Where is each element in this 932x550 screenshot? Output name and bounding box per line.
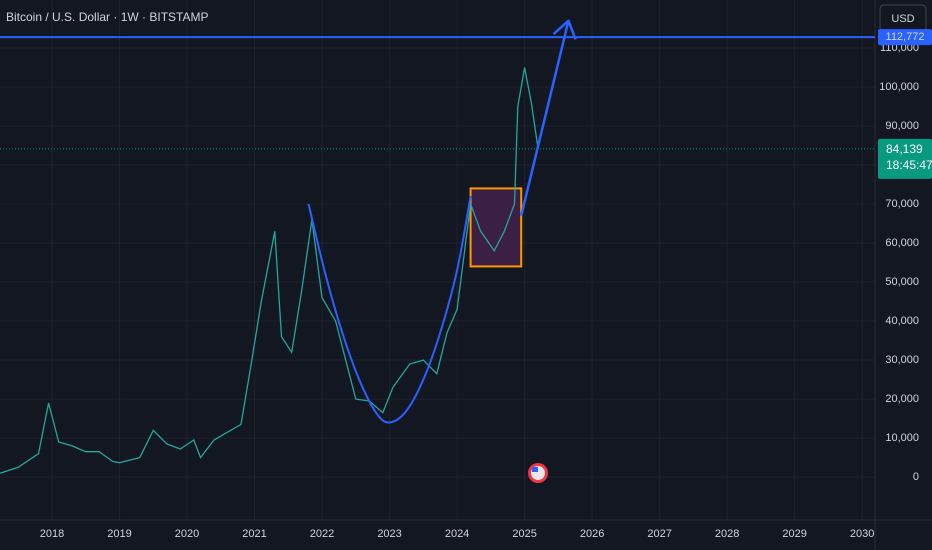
x-tick-label: 2020 [175,528,199,540]
last-price-label: 84,139 [886,142,923,156]
y-tick-label: 0 [913,471,919,483]
x-tick-label: 2019 [107,528,131,540]
y-tick-label: 40,000 [885,315,919,327]
x-tick-label: 2018 [40,528,64,540]
level-label: 112,772 [886,31,925,43]
x-tick-label: 2028 [715,528,739,540]
level-tag [878,29,932,46]
y-tick-label: 50,000 [885,276,919,288]
chart-title: Bitcoin / U.S. Dollar · 1W · BITSTAMP [6,10,208,24]
x-tick-label: 2023 [377,528,401,540]
cup-curve [307,196,472,424]
x-tick-label: 2024 [445,528,469,540]
y-tick-label: 70,000 [885,198,919,210]
currency-label[interactable]: USD [891,13,914,25]
y-tick-label: 20,000 [885,393,919,405]
event-flag[interactable] [528,463,548,483]
flag-canton[interactable] [532,467,538,472]
y-tick-label: 30,000 [885,354,919,366]
x-tick-label: 2029 [782,528,806,540]
x-tick-label: 2025 [512,528,536,540]
x-tick-label: 2021 [242,528,266,540]
projection-arrow [520,20,570,217]
countdown-label: 18:45:47 [886,158,932,172]
highlight-box [469,187,523,268]
y-tick-label: 100,000 [879,81,919,93]
arrow-head [552,19,577,40]
x-tick-label: 2026 [580,528,604,540]
x-tick-label: 2022 [310,528,334,540]
x-tick-label: 2027 [647,528,671,540]
last-price-tag [878,138,932,179]
y-tick-label: 10,000 [885,432,919,444]
y-tick-label: 60,000 [885,237,919,249]
price-line [0,67,539,474]
x-tick-label: 2030 [850,528,874,540]
y-tick-label: 90,000 [885,120,919,132]
